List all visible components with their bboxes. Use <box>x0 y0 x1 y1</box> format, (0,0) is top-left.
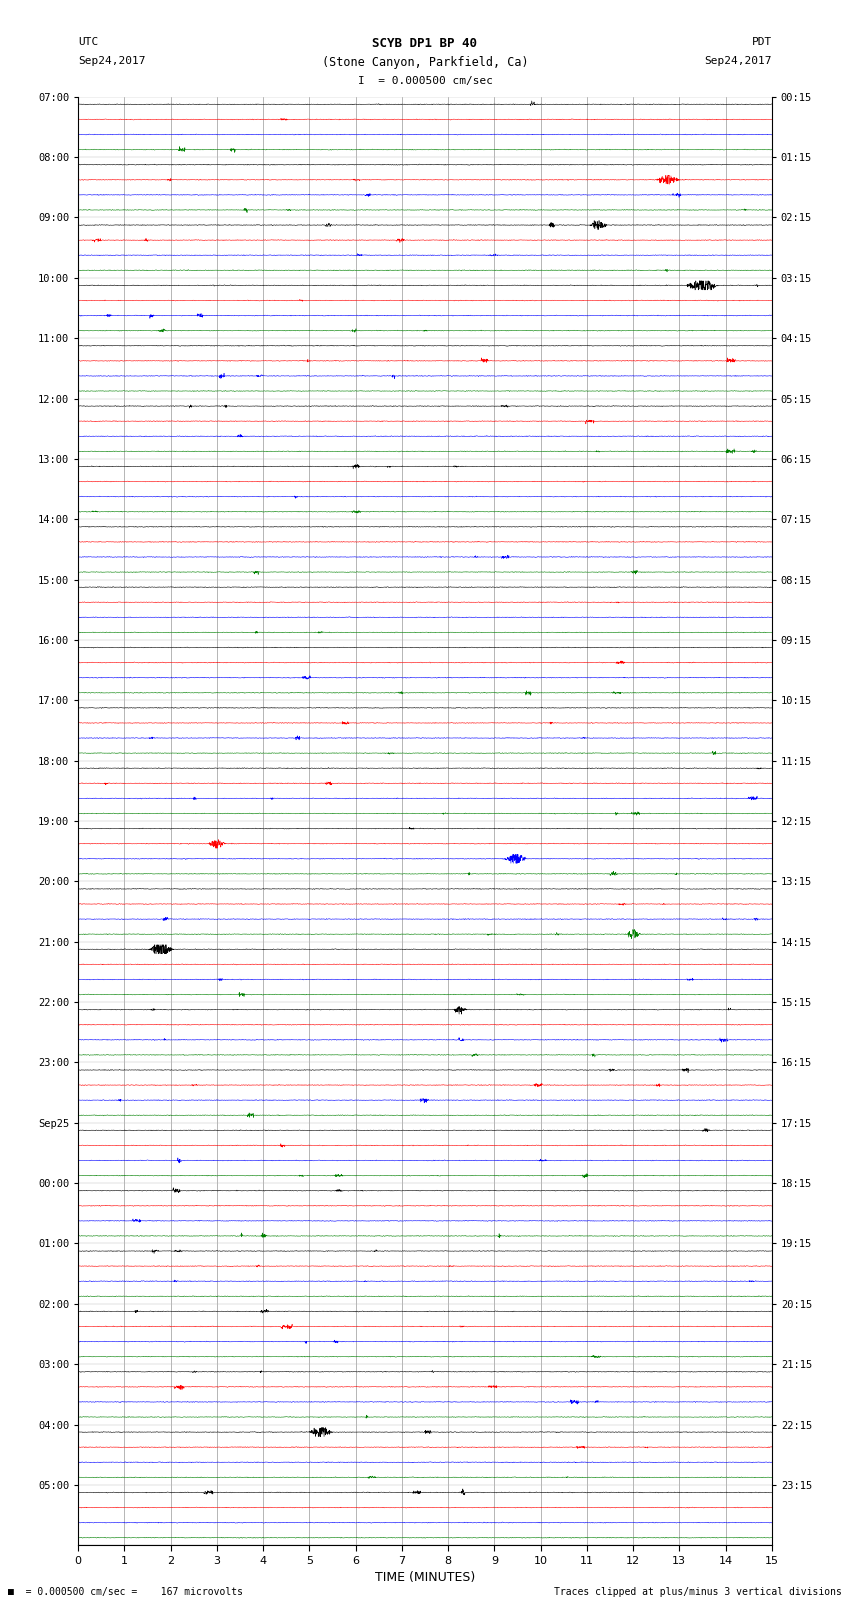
X-axis label: TIME (MINUTES): TIME (MINUTES) <box>375 1571 475 1584</box>
Text: UTC: UTC <box>78 37 99 47</box>
Text: PDT: PDT <box>751 37 772 47</box>
Text: I  = 0.000500 cm/sec: I = 0.000500 cm/sec <box>358 76 492 85</box>
Text: Sep24,2017: Sep24,2017 <box>705 56 772 66</box>
Text: Traces clipped at plus/minus 3 vertical divisions: Traces clipped at plus/minus 3 vertical … <box>553 1587 842 1597</box>
Text: (Stone Canyon, Parkfield, Ca): (Stone Canyon, Parkfield, Ca) <box>321 56 529 69</box>
Text: Sep24,2017: Sep24,2017 <box>78 56 145 66</box>
Text: ■  = 0.000500 cm/sec =    167 microvolts: ■ = 0.000500 cm/sec = 167 microvolts <box>8 1587 243 1597</box>
Text: SCYB DP1 BP 40: SCYB DP1 BP 40 <box>372 37 478 50</box>
